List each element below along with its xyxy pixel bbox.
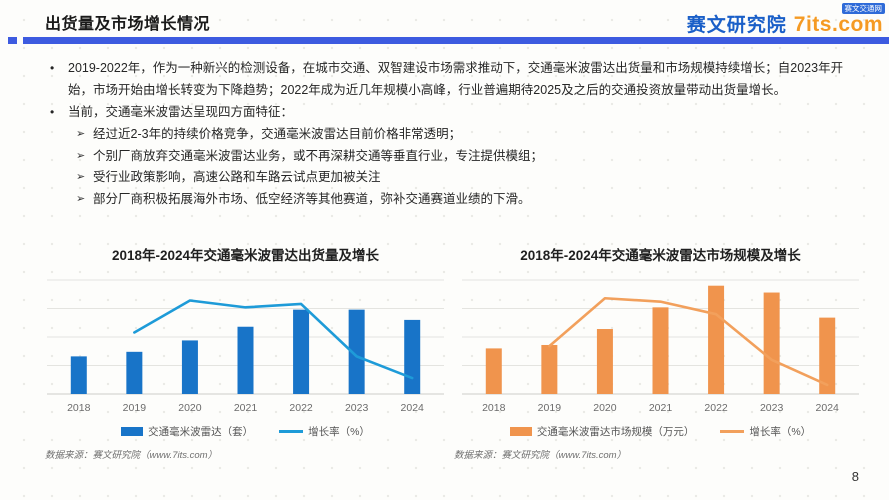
svg-text:2018: 2018 [482, 402, 506, 414]
legend-item-line: 增长率（%） [720, 424, 811, 439]
svg-text:2020: 2020 [593, 402, 617, 414]
title-divider-square [8, 37, 17, 44]
bullet-marker: • [50, 105, 55, 119]
sub-bullet-marker: ➢ [76, 171, 86, 183]
svg-text:2024: 2024 [401, 402, 425, 414]
page-number: 8 [851, 469, 859, 484]
sub-bullet-text: 受行业政策影响，高速公路和车路云试点更加被关注 [93, 170, 381, 184]
shipments-legend: 交通毫米波雷达（套） 增长率（%） [43, 424, 448, 439]
legend-label: 增长率（%） [308, 426, 370, 438]
sub-bullet-text: 个别厂商放弃交通毫米波雷达业务，或不再深耕交通等垂直行业，专注提供模组； [93, 148, 544, 163]
sub-bullet-text: 部分厂商积极拓展海外市场、低空经济等其他赛道，弥补交通赛道业绩的下滑。 [93, 191, 531, 206]
bullet-list: • 2019-2022年，作为一种新兴的检测设备，在城市交通、双智建设市场需求推… [50, 57, 862, 210]
sub-bullet-marker: ➢ [76, 128, 86, 140]
brand-site-url: 7its.com [793, 13, 883, 36]
bullet-item: • 当前，交通毫米波雷达呈现四方面特征： [50, 101, 862, 123]
shipments-figure: 2018年-2024年交通毫米波雷达出货量及增长 2018 2019 2020 202… [43, 244, 448, 461]
svg-text:2021: 2021 [649, 402, 673, 414]
svg-text:2024: 2024 [816, 402, 840, 414]
svg-text:2023: 2023 [760, 402, 784, 414]
legend-item-line: 增长率（%） [279, 424, 370, 439]
market-size-legend: 交通毫米波雷达市场规模（万元） 增长率（%） [458, 424, 863, 439]
svg-text:2019: 2019 [538, 402, 562, 414]
data-source-note: 数据来源：赛文研究院（www.7its.com） [45, 450, 218, 461]
market-size-bar-line-chart: 2018 2019 2020 2021 2022 2023 2024 [462, 279, 859, 414]
bullet-text: 2019-2022年，作为一种新兴的检测设备，在城市交通、双智建设市场需求推动下… [68, 61, 844, 97]
sub-bullet-marker: ➢ [76, 149, 86, 162]
brand-logo: 赛文研究院 赛文交通网 7its.com [686, 3, 885, 36]
svg-text:2023: 2023 [345, 402, 369, 414]
sub-bullet-item: ➢ 部分厂商积极拓展海外市场、低空经济等其他赛道，弥补交通赛道业绩的下滑。 [76, 189, 862, 211]
legend-label: 交通毫米波雷达市场规模（万元） [536, 426, 695, 438]
legend-item-bars: 交通毫米波雷达（套） [121, 424, 253, 439]
market-size-figure: 2018年-2024年交通毫米波雷达市场规模及增长 2018 2019 2020 20… [454, 244, 863, 461]
brand-name: 赛文研究院 [686, 15, 787, 36]
svg-text:2019: 2019 [123, 402, 147, 414]
bullet-item: • 2019-2022年，作为一种新兴的检测设备，在城市交通、双智建设市场需求推… [50, 57, 862, 101]
page-title: 出货量及市场增长情况 [45, 16, 211, 33]
bullet-marker: • [50, 61, 55, 75]
sub-bullet-item: ➢ 受行业政策影响，高速公路和车路云试点更加被关注 [76, 167, 862, 189]
shipments-bar-line-chart: 2018 2019 2020 2021 2022 2023 2024 [47, 279, 444, 414]
market-size-chart-title: 2018年-2024年交通毫米波雷达市场规模及增长 [520, 248, 801, 263]
bar-swatch-icon [121, 427, 144, 436]
sub-bullet-item: ➢ 经过近2-3年的持续价格竞争，交通毫米波雷达目前价格非常透明； [76, 124, 862, 146]
svg-text:2020: 2020 [178, 402, 202, 414]
sub-bullet-item: ➢ 个别厂商放弃交通毫米波雷达业务，或不再深耕交通等垂直行业，专注提供模组； [76, 146, 862, 168]
line-swatch-icon [279, 430, 304, 433]
title-divider-bar [23, 37, 889, 44]
svg-text:2022: 2022 [289, 402, 313, 414]
bullet-text: 当前，交通毫米波雷达呈现四方面特征： [68, 105, 294, 119]
brand-badge: 赛文交通网 [841, 3, 885, 14]
sub-bullet-text: 经过近2-3年的持续价格竞争，交通毫米波雷达目前价格非常透明； [93, 127, 462, 141]
brand-site: 赛文交通网 7its.com [793, 3, 885, 36]
legend-label: 增长率（%） [749, 426, 812, 438]
svg-text:2018: 2018 [67, 402, 91, 414]
svg-text:2021: 2021 [234, 402, 258, 414]
bar-swatch-icon [509, 427, 532, 436]
sub-bullet-list: ➢ 经过近2-3年的持续价格竞争，交通毫米波雷达目前价格非常透明； ➢ 个别厂商… [76, 124, 862, 210]
data-source-note: 数据来源：赛文研究院（www.7its.com） [454, 450, 627, 461]
line-swatch-icon [720, 430, 745, 433]
sub-bullet-marker: ➢ [76, 192, 86, 205]
legend-item-bars: 交通毫米波雷达市场规模（万元） [509, 424, 695, 439]
svg-text:2022: 2022 [704, 402, 728, 414]
legend-label: 交通毫米波雷达（套） [148, 426, 254, 438]
shipments-chart-title: 2018年-2024年交通毫米波雷达出货量及增长 [111, 248, 380, 263]
